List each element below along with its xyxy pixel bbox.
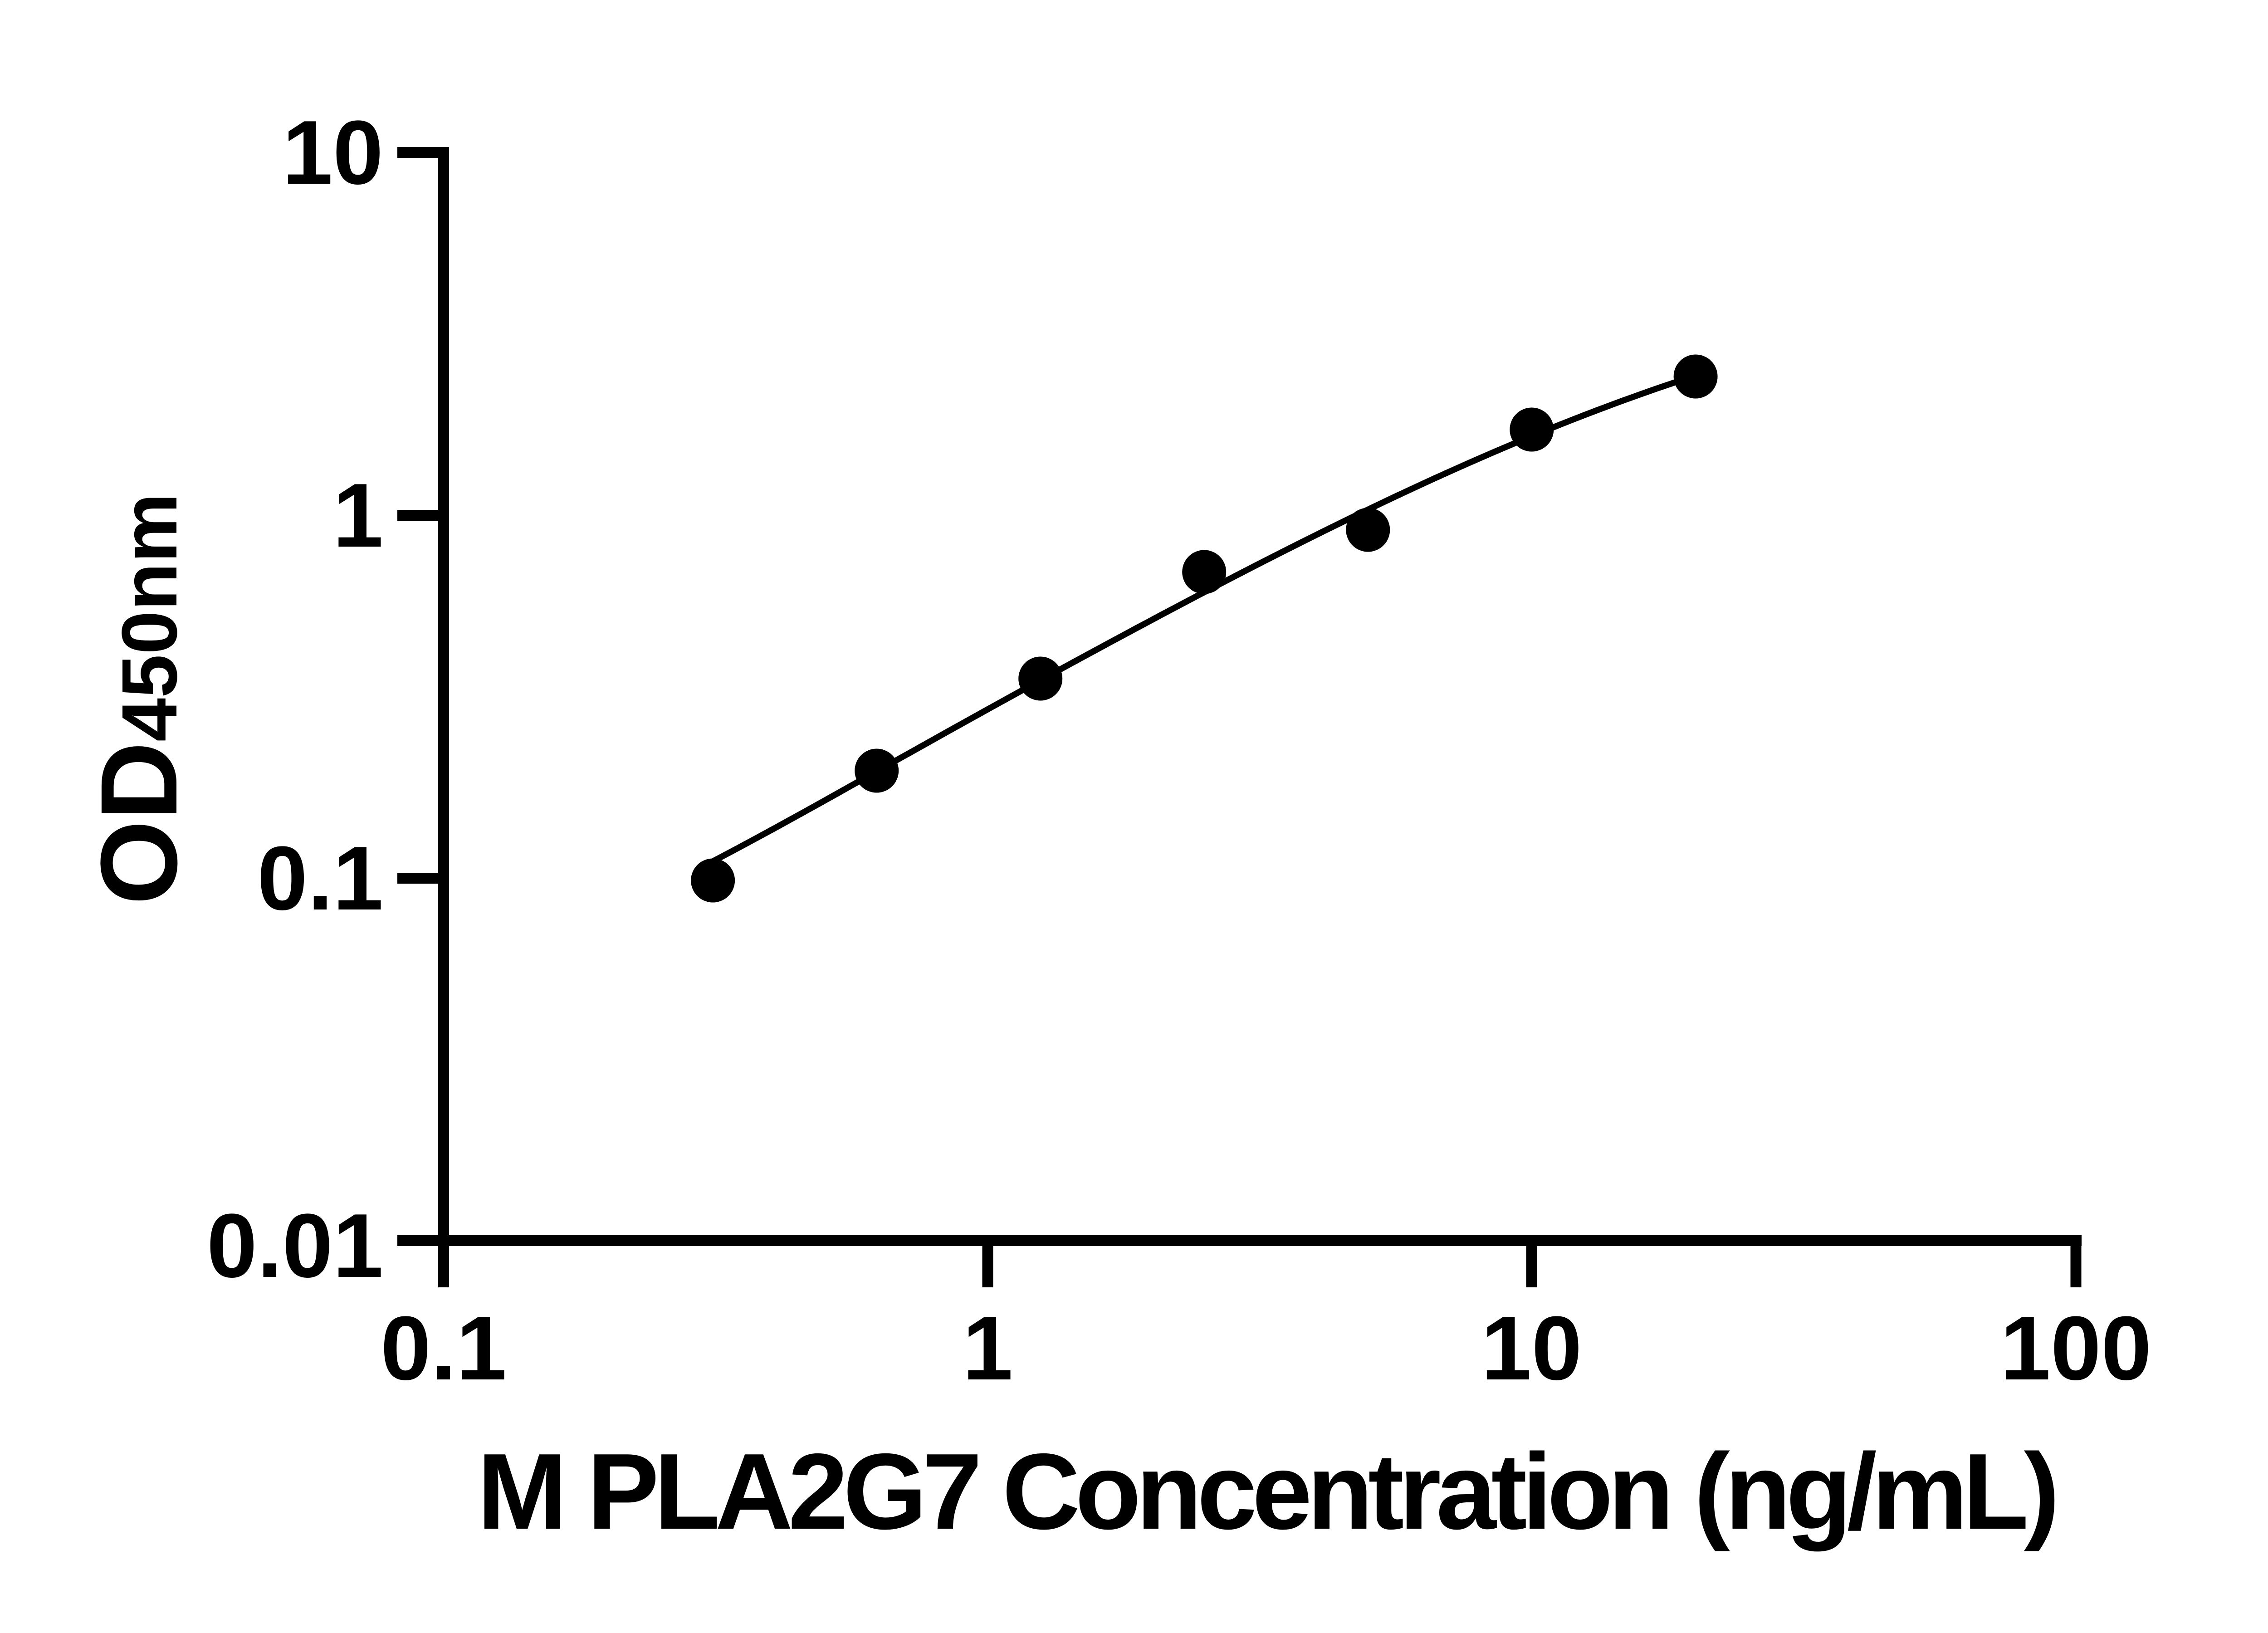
svg-text:OD450nm: OD450nm (78, 493, 200, 905)
svg-text:0.01: 0.01 (207, 1195, 383, 1296)
svg-text:10: 10 (1481, 1298, 1582, 1399)
svg-text:M PLA2G7 Concentration (ng/mL): M PLA2G7 Concentration (ng/mL) (477, 1432, 2055, 1552)
svg-text:0.1: 0.1 (257, 828, 383, 929)
svg-text:100: 100 (2000, 1298, 2152, 1399)
svg-text:0.1: 0.1 (381, 1298, 507, 1399)
svg-text:1: 1 (333, 465, 383, 566)
svg-text:1: 1 (963, 1298, 1013, 1399)
svg-text:10: 10 (283, 102, 383, 203)
